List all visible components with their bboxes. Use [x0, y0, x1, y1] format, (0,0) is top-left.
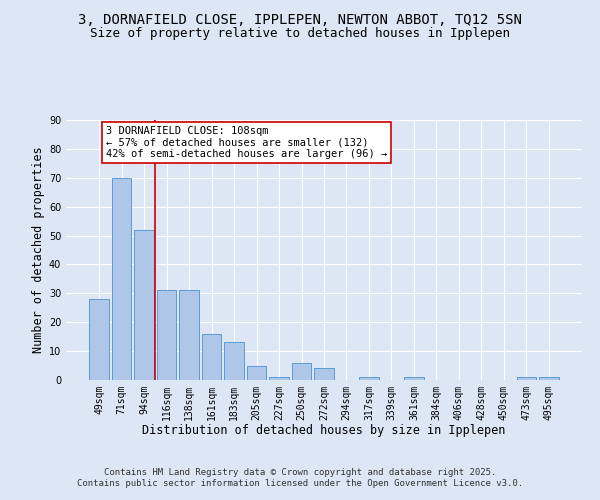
- Bar: [247, 366, 266, 380]
- X-axis label: Distribution of detached houses by size in Ipplepen: Distribution of detached houses by size …: [142, 424, 506, 438]
- Bar: [89, 299, 109, 380]
- Text: 3 DORNAFIELD CLOSE: 108sqm
← 57% of detached houses are smaller (132)
42% of sem: 3 DORNAFIELD CLOSE: 108sqm ← 57% of deta…: [106, 126, 387, 159]
- Text: Size of property relative to detached houses in Ipplepen: Size of property relative to detached ho…: [90, 28, 510, 40]
- Bar: [202, 334, 221, 380]
- Y-axis label: Number of detached properties: Number of detached properties: [32, 146, 44, 354]
- Bar: [179, 290, 199, 380]
- Bar: [269, 377, 289, 380]
- Bar: [359, 377, 379, 380]
- Bar: [224, 342, 244, 380]
- Text: Contains HM Land Registry data © Crown copyright and database right 2025.
Contai: Contains HM Land Registry data © Crown c…: [77, 468, 523, 487]
- Bar: [292, 362, 311, 380]
- Bar: [134, 230, 154, 380]
- Bar: [157, 290, 176, 380]
- Bar: [112, 178, 131, 380]
- Text: 3, DORNAFIELD CLOSE, IPPLEPEN, NEWTON ABBOT, TQ12 5SN: 3, DORNAFIELD CLOSE, IPPLEPEN, NEWTON AB…: [78, 12, 522, 26]
- Bar: [404, 377, 424, 380]
- Bar: [314, 368, 334, 380]
- Bar: [539, 377, 559, 380]
- Bar: [517, 377, 536, 380]
